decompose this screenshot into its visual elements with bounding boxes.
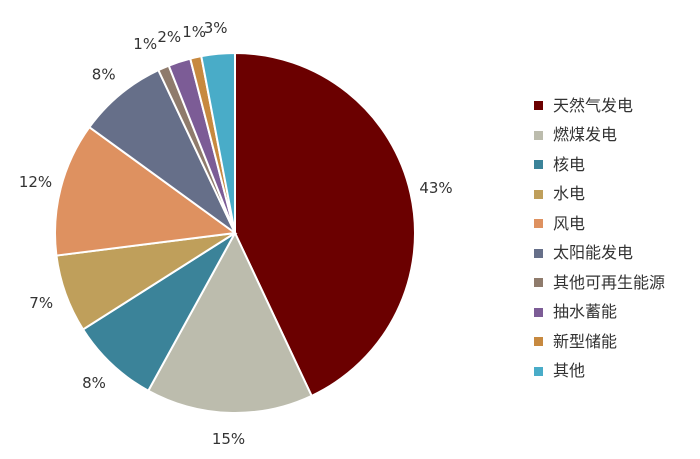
data-label: 43% xyxy=(419,179,452,197)
chart-legend: 天然气发电 燃煤发电 核电 水电 风电 太阳能发电 其他可再生能源 抽水蓄能 新… xyxy=(534,91,665,386)
pie-labels: 43%15%8%7%12%8%1% 2% 1%3% xyxy=(19,19,453,448)
data-label: 2% xyxy=(157,28,181,46)
data-label: 15% xyxy=(212,430,245,448)
legend-label: 燃煤发电 xyxy=(553,125,618,145)
legend-swatch xyxy=(534,219,543,229)
legend-label: 水电 xyxy=(553,184,586,204)
legend-label: 核电 xyxy=(553,154,586,174)
legend-swatch xyxy=(534,307,543,317)
pie-slice xyxy=(234,51,416,398)
data-label: 8% xyxy=(82,374,106,392)
legend-item: 其他 xyxy=(534,357,665,387)
data-label: 1% xyxy=(182,23,206,41)
legend-label: 抽水蓄能 xyxy=(553,302,618,322)
legend-swatch xyxy=(534,160,543,170)
legend-item: 风电 xyxy=(534,209,665,239)
legend-item: 核电 xyxy=(534,150,665,180)
legend-label: 新型储能 xyxy=(553,331,618,351)
data-label: 7% xyxy=(29,294,53,312)
legend-label: 其他 xyxy=(553,361,586,381)
pie-slice xyxy=(146,230,313,414)
legend-swatch xyxy=(534,130,543,140)
legend-swatch xyxy=(534,366,543,376)
data-label: 1% xyxy=(133,35,157,53)
data-label: 3% xyxy=(204,19,228,37)
pie-slice xyxy=(81,232,236,393)
legend-item: 新型储能 xyxy=(534,327,665,357)
pie-slice xyxy=(200,51,236,234)
legend-swatch xyxy=(534,189,543,199)
legend-item: 燃煤发电 xyxy=(534,121,665,151)
legend-item: 太阳能发电 xyxy=(534,239,665,269)
legend-swatch xyxy=(534,248,543,258)
data-label: 12% xyxy=(19,173,52,191)
legend-label: 风电 xyxy=(553,213,586,233)
legend-swatch xyxy=(534,278,543,288)
legend-swatch xyxy=(534,101,543,111)
legend-swatch xyxy=(534,337,543,347)
legend-item: 抽水蓄能 xyxy=(534,298,665,328)
pie-slice xyxy=(54,125,238,257)
legend-label: 天然气发电 xyxy=(553,95,634,115)
pie-slice xyxy=(87,68,236,234)
pie-slices xyxy=(54,51,416,414)
data-label: 8% xyxy=(92,65,116,83)
legend-label: 其他可再生能源 xyxy=(553,272,666,292)
legend-item: 其他可再生能源 xyxy=(534,268,665,298)
legend-label: 太阳能发电 xyxy=(553,243,634,263)
legend-item: 天然气发电 xyxy=(534,91,665,121)
legend-item: 水电 xyxy=(534,180,665,210)
